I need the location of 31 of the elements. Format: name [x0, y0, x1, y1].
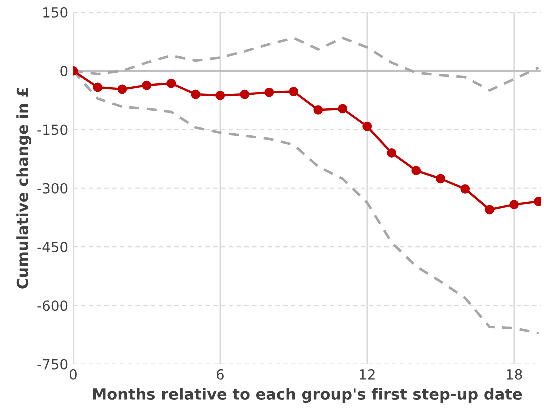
y-tick-label: 150	[44, 7, 68, 18]
y-tick-label: -750	[38, 359, 68, 370]
point	[412, 166, 422, 176]
x-tick-label: 18	[507, 369, 522, 380]
y-tick-label: -300	[38, 183, 68, 194]
point	[436, 174, 446, 184]
point	[338, 104, 348, 114]
point	[216, 91, 226, 100]
point	[240, 90, 250, 100]
point	[387, 148, 397, 158]
x-tick-label: 12	[360, 369, 375, 380]
point	[362, 122, 372, 132]
point	[118, 84, 128, 94]
point	[314, 105, 324, 115]
point	[191, 90, 201, 100]
point	[460, 184, 470, 194]
point	[289, 87, 299, 96]
point	[510, 200, 520, 210]
x-tick-label: 0	[70, 369, 77, 380]
y-tick-label: -150	[38, 124, 68, 136]
x-tick-label: 6	[216, 369, 224, 380]
point	[166, 78, 176, 88]
x-axis-title: Months relative to each group's first step-up date	[93, 388, 522, 404]
point	[93, 82, 103, 92]
point	[485, 205, 495, 215]
y-axis-title: Cumulative change in £	[16, 88, 32, 289]
y-tick-label: 0	[60, 66, 68, 77]
point	[142, 80, 152, 90]
y-tick-label: -450	[38, 242, 68, 252]
y-tick-label: -600	[38, 300, 68, 312]
point	[264, 88, 274, 98]
